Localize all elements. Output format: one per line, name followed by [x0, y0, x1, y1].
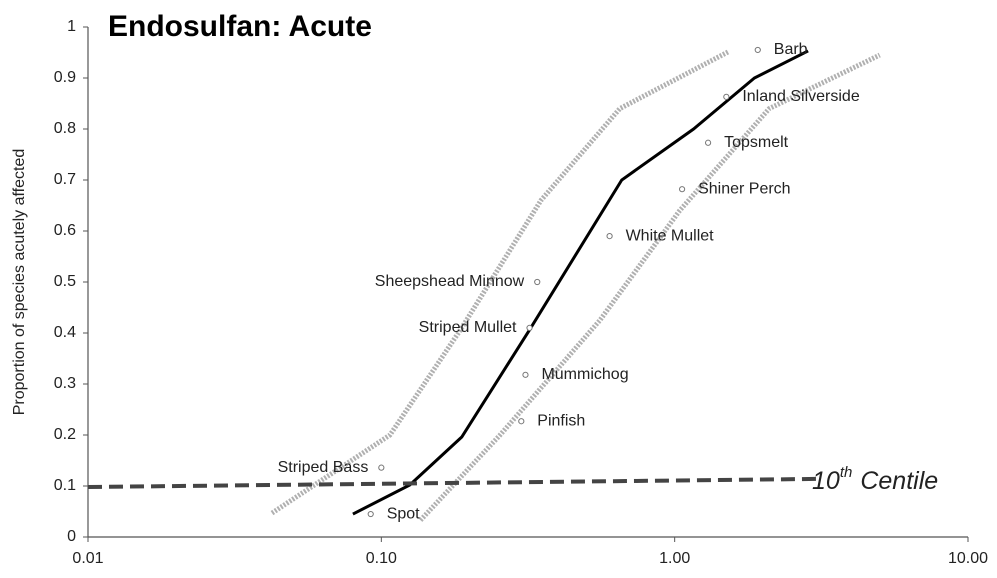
data-point	[678, 186, 686, 193]
point-label: Shiner Perch	[698, 180, 791, 197]
point-label: Topsmelt	[724, 134, 789, 151]
point-label: Barb	[774, 41, 808, 58]
y-axis-label: Proportion of species acutely affected	[11, 149, 28, 416]
y-tick-label: 0.4	[54, 324, 76, 341]
centile-label-rest: Centile	[860, 467, 938, 495]
confidence-band	[270, 49, 730, 516]
x-tick-label: 0.01	[72, 550, 103, 567]
centile-label: 10th Centile	[812, 464, 938, 495]
centile-line	[87, 476, 823, 490]
y-tick-label: 0.5	[54, 273, 76, 290]
x-tick-label: 10.00	[948, 550, 988, 567]
point-label: Striped Mullet	[419, 319, 517, 336]
data-point	[518, 418, 525, 425]
x-tick-label: 0.10	[366, 550, 397, 567]
data-point	[378, 464, 385, 471]
chart-title: Endosulfan: Acute	[108, 10, 372, 43]
data-point	[534, 278, 541, 286]
point-label: Spot	[387, 505, 420, 522]
y-tick-label: 0.2	[54, 426, 76, 443]
confidence-band	[418, 52, 881, 522]
point-label: Sheepshead Minnow	[375, 273, 525, 290]
point-label: Pinfish	[537, 412, 585, 429]
centile-label-sup: th	[840, 464, 853, 481]
y-tick-label: 0.8	[54, 120, 76, 137]
point-label: Mummichog	[541, 366, 628, 383]
y-tick-label: 0.6	[54, 222, 76, 239]
point-label: Inland Silverside	[742, 88, 860, 105]
y-tick-label: 0.1	[54, 477, 76, 494]
data-point	[704, 139, 712, 146]
fit-line	[352, 49, 809, 516]
point-label: White Mullet	[626, 227, 715, 244]
data-point	[723, 93, 730, 100]
data-point	[606, 233, 613, 240]
y-tick-label: 0	[67, 528, 76, 545]
data-point	[754, 46, 761, 54]
data-point	[526, 324, 533, 331]
centile-label-base: 10	[812, 467, 840, 495]
x-tick-label: 1.00	[659, 550, 690, 567]
y-tick-label: 0.3	[54, 375, 76, 392]
y-tick-label: 0.7	[54, 171, 76, 188]
y-tick-label: 1	[67, 18, 76, 35]
data-point	[522, 371, 529, 378]
data-point	[367, 510, 374, 518]
y-tick-label: 0.9	[54, 69, 76, 86]
point-label: Striped Bass	[278, 459, 369, 476]
